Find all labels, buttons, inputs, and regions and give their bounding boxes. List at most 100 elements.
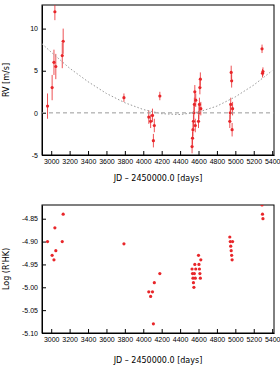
x-tick-mark bbox=[106, 329, 107, 333]
x-tick: 3400 bbox=[81, 329, 97, 343]
point bbox=[53, 226, 56, 229]
x-tick-label: 4000 bbox=[136, 158, 152, 165]
line bbox=[42, 44, 272, 115]
plot-area bbox=[46, 205, 265, 325]
point bbox=[199, 78, 202, 81]
x-tick-mark bbox=[88, 151, 89, 155]
x-tick-label: 4000 bbox=[136, 336, 152, 343]
point bbox=[198, 267, 201, 270]
x-tick-label: 5000 bbox=[228, 336, 244, 343]
x-tick-label: 5400 bbox=[265, 158, 280, 165]
point bbox=[193, 263, 196, 266]
point bbox=[147, 290, 150, 293]
x-tick: 3600 bbox=[99, 151, 115, 165]
panel: 3000320034003600380040004200440046004800… bbox=[22, 203, 280, 343]
x-tick: 5400 bbox=[265, 329, 280, 343]
y-tick: 5 bbox=[34, 67, 46, 74]
x-tick: 4400 bbox=[173, 151, 189, 165]
point bbox=[193, 272, 196, 275]
x-axis: 3000320034003600380040004200440046004800… bbox=[43, 329, 280, 343]
point bbox=[192, 120, 195, 123]
point bbox=[260, 47, 263, 50]
x-tick: 4200 bbox=[154, 151, 170, 165]
point bbox=[230, 71, 233, 74]
x-tick: 4600 bbox=[191, 329, 207, 343]
plot-area bbox=[42, 5, 274, 153]
point bbox=[197, 263, 200, 266]
point bbox=[192, 281, 195, 284]
x-tick-label: 4200 bbox=[154, 336, 170, 343]
point bbox=[229, 245, 232, 248]
x-tick-mark bbox=[199, 151, 200, 155]
point bbox=[191, 137, 194, 140]
point bbox=[261, 213, 264, 216]
x-axis: 3000320034003600380040004200440046004800… bbox=[43, 151, 280, 165]
x-tick-mark bbox=[272, 151, 273, 155]
y-tick-mark bbox=[42, 287, 46, 288]
point bbox=[231, 107, 234, 110]
point bbox=[198, 272, 201, 275]
x-tick-mark bbox=[125, 329, 126, 333]
x-tick-label: 3200 bbox=[62, 158, 78, 165]
point bbox=[62, 213, 65, 216]
x-tick: 4800 bbox=[210, 329, 226, 343]
point bbox=[122, 242, 125, 245]
point bbox=[231, 258, 234, 261]
point bbox=[52, 258, 55, 261]
point bbox=[62, 40, 65, 43]
x-tick: 3000 bbox=[44, 329, 60, 343]
point bbox=[194, 124, 197, 127]
x-tick-mark bbox=[125, 151, 126, 155]
x-tick: 3200 bbox=[62, 329, 78, 343]
point bbox=[147, 115, 150, 118]
point bbox=[191, 128, 194, 131]
x-tick-label: 4600 bbox=[191, 158, 207, 165]
x-axis-title: JD – 2450000.0 [days] bbox=[113, 174, 203, 183]
x-tick: 4800 bbox=[210, 151, 226, 165]
point bbox=[61, 54, 64, 57]
y-tick-label: -5.10 bbox=[22, 330, 38, 337]
x-tick: 3800 bbox=[118, 151, 134, 165]
point bbox=[190, 145, 193, 148]
y-tick-label: -5.00 bbox=[22, 284, 38, 291]
point bbox=[151, 114, 154, 117]
x-tick-mark bbox=[254, 329, 255, 333]
x-tick-mark bbox=[217, 151, 218, 155]
x-tick-mark bbox=[70, 329, 71, 333]
point bbox=[260, 205, 263, 207]
plot-frame bbox=[42, 205, 274, 333]
x-tick-label: 5200 bbox=[246, 336, 262, 343]
y-tick-label: -4.95 bbox=[22, 261, 38, 268]
point bbox=[153, 124, 156, 127]
point bbox=[46, 105, 49, 108]
x-tick-mark bbox=[143, 329, 144, 333]
point bbox=[193, 90, 196, 93]
x-tick-mark bbox=[162, 151, 163, 155]
point bbox=[46, 240, 49, 243]
point bbox=[228, 120, 231, 123]
x-tick: 4000 bbox=[136, 329, 152, 343]
x-tick-label: 3000 bbox=[44, 336, 60, 343]
x-tick-mark bbox=[70, 151, 71, 155]
x-tick-label: 4200 bbox=[154, 158, 170, 165]
x-tick-label: 3600 bbox=[99, 336, 115, 343]
x-tick-label: 3400 bbox=[81, 336, 97, 343]
x-tick: 5200 bbox=[246, 151, 262, 165]
point bbox=[194, 277, 197, 280]
x-tick-label: 3800 bbox=[118, 158, 134, 165]
y-tick-mark bbox=[42, 71, 46, 72]
point bbox=[230, 249, 233, 252]
point bbox=[199, 258, 202, 261]
y-axis: -50510 bbox=[30, 6, 46, 159]
x-tick: 5200 bbox=[246, 329, 262, 343]
y-axis-title: RV [m/s] bbox=[2, 63, 11, 97]
x-tick-label: 3400 bbox=[81, 158, 97, 165]
point bbox=[230, 79, 233, 82]
point bbox=[231, 128, 234, 131]
point bbox=[51, 254, 54, 257]
x-tick-label: 4600 bbox=[191, 336, 207, 343]
y-tick-mark bbox=[42, 29, 46, 30]
y-tick-mark bbox=[42, 219, 46, 220]
x-tick-mark bbox=[235, 329, 236, 333]
x-tick: 5000 bbox=[228, 329, 244, 343]
